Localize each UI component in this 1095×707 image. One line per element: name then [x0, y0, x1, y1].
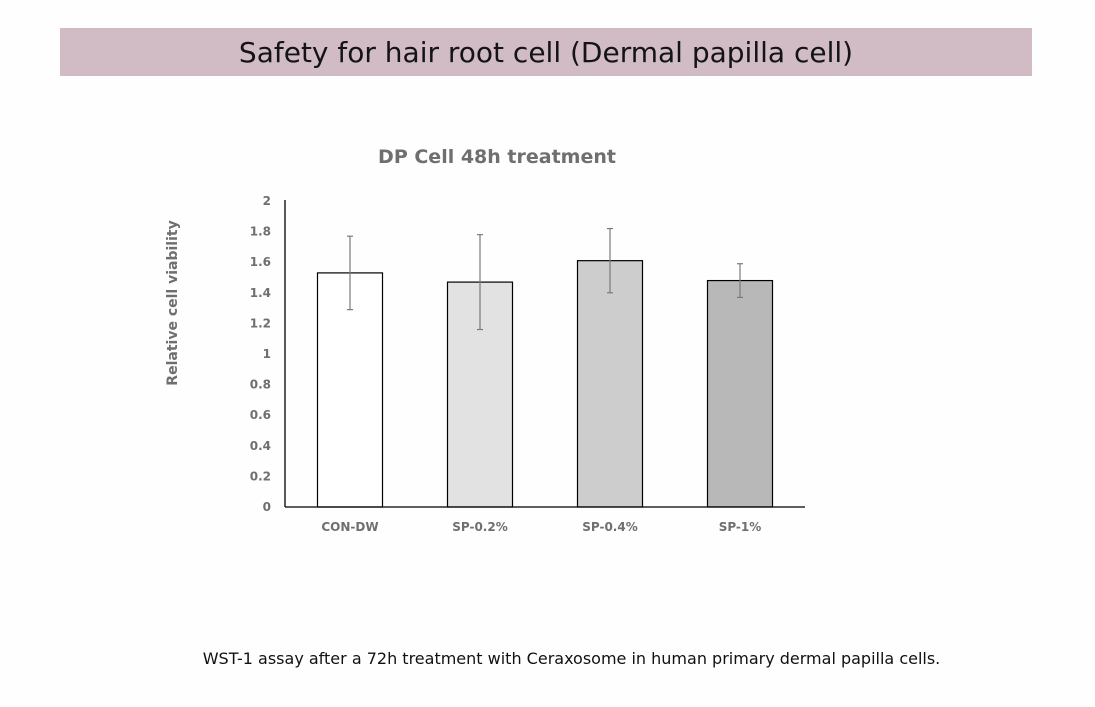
bar-sp-1- [706, 279, 774, 508]
y-axis-ticks: 0 0.2 0.4 0.6 0.8 1 1.2 1.4 1.6 1.8 2 [250, 194, 271, 514]
x-tick-label: CON-DW [321, 520, 378, 534]
error-bar [607, 227, 613, 294]
y-tick-label: 0.4 [250, 439, 271, 453]
page-title: Safety for hair root cell (Dermal papill… [238, 35, 854, 69]
x-tick-label: SP-0.2% [452, 520, 508, 534]
y-tick-label: 1.4 [250, 286, 271, 300]
error-bars [347, 227, 743, 331]
error-bar [737, 263, 743, 298]
y-tick-label: 0.8 [250, 378, 271, 392]
x-tick-label: SP-1% [719, 520, 762, 534]
y-tick-label: 1 [263, 347, 271, 361]
y-tick-label: 1.8 [250, 225, 271, 239]
y-axis-label: Relative cell viability [165, 220, 181, 385]
y-tick-label: 0.2 [250, 469, 271, 483]
chart-title: DP Cell 48h treatment [378, 146, 616, 168]
y-tick-label: 1.6 [250, 255, 271, 269]
bar-sp-0-4- [576, 260, 644, 508]
x-axis-labels: CON-DW SP-0.2% SP-0.4% SP-1% [321, 520, 761, 534]
bars [316, 260, 774, 508]
error-bar [347, 235, 353, 311]
x-tick-label: SP-0.4% [582, 520, 638, 534]
y-tick-label: 0 [263, 500, 271, 514]
y-tick-label: 1.2 [250, 316, 271, 330]
figure-caption: WST-1 assay after a 72h treatment with C… [202, 649, 941, 668]
error-bar [477, 234, 483, 331]
y-tick-label: 0.6 [250, 408, 271, 422]
header-bar: Safety for hair root cell (Dermal papill… [60, 28, 1032, 76]
y-tick-label: 2 [263, 194, 271, 208]
